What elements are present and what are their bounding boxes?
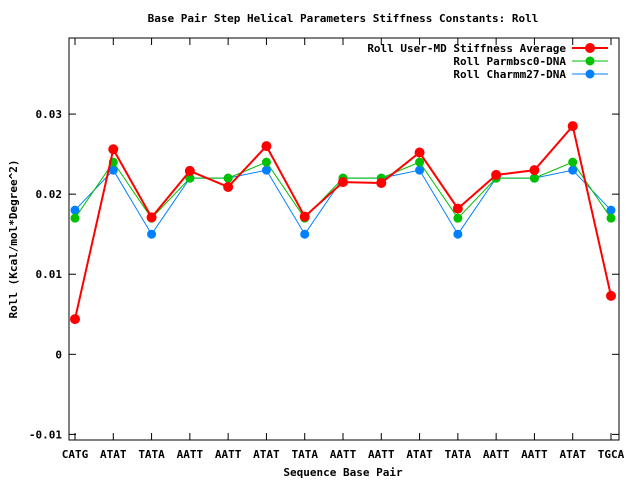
y-tick-label: 0: [55, 348, 62, 361]
data-point: [529, 173, 539, 183]
data-point: [70, 314, 80, 325]
data-point: [299, 211, 310, 222]
chart-title: Base Pair Step Helical Parameters Stiffn…: [148, 12, 539, 25]
data-point: [184, 165, 195, 176]
data-point: [568, 165, 578, 175]
x-tick-label: TATA: [291, 448, 318, 461]
data-point: [70, 205, 80, 215]
x-tick-label: AATT: [521, 448, 548, 461]
data-point: [261, 157, 271, 167]
x-tick-label: TATA: [445, 448, 472, 461]
data-point: [529, 165, 540, 176]
y-tick-label: 0.02: [36, 188, 63, 201]
data-point: [567, 121, 578, 132]
series-line: [74, 123, 612, 320]
legend-label: Roll Parmbsc0-DNA: [453, 55, 566, 68]
x-tick-label: CATG: [62, 448, 89, 461]
data-point: [606, 205, 616, 215]
data-point: [108, 165, 118, 175]
data-point: [414, 147, 425, 158]
data-point: [606, 213, 616, 223]
y-tick-label: 0.01: [36, 268, 63, 281]
x-tick-label: AATT: [177, 448, 204, 461]
legend-label: Roll Charmm27-DNA: [453, 68, 566, 81]
data-point: [606, 290, 616, 301]
x-axis-label: Sequence Base Pair: [283, 466, 403, 479]
x-tick-label: TATA: [138, 448, 165, 461]
x-tick-label: ATAT: [100, 448, 127, 461]
x-tick-label: AATT: [368, 448, 395, 461]
legend-swatch-marker: [585, 69, 595, 79]
data-point: [70, 213, 80, 223]
data-point: [415, 157, 425, 167]
data-point: [261, 165, 271, 175]
data-point: [376, 177, 387, 188]
y-axis-label: Roll (Kcal/mol*Degree^2): [7, 160, 20, 319]
data-point: [568, 157, 578, 167]
x-tick-label: AATT: [483, 448, 510, 461]
data-point: [453, 213, 463, 223]
data-point: [453, 229, 463, 239]
data-point: [415, 165, 425, 175]
y-tick-label: -0.01: [29, 428, 62, 441]
data-point: [338, 177, 348, 188]
data-point: [261, 141, 272, 152]
data-point: [223, 173, 233, 183]
data-point: [300, 229, 310, 239]
x-tick-label: AATT: [330, 448, 357, 461]
data-point: [452, 203, 463, 214]
x-tick-label: ATAT: [253, 448, 280, 461]
data-point: [491, 169, 502, 180]
data-point: [147, 229, 157, 239]
data-point: [223, 181, 234, 192]
data-point: [185, 173, 195, 183]
data-point: [108, 144, 119, 155]
x-tick-label: ATAT: [559, 448, 586, 461]
data-point: [146, 212, 157, 223]
legend-label: Roll User-MD Stiffness Average: [367, 42, 566, 55]
x-tick-label: TGCA: [598, 448, 625, 461]
series-1: [70, 121, 616, 325]
legend-swatch-marker: [585, 43, 595, 53]
legend-swatch-marker: [585, 56, 595, 66]
series-layer: [70, 121, 616, 325]
plot-frame: [68, 37, 620, 441]
x-tick-label: AATT: [215, 448, 242, 461]
y-tick-label: 0.03: [36, 108, 63, 121]
axes: -0.01 0 0.01 0.02 0.03 CATG ATAT TATA AATT AATT AT…: [29, 38, 625, 461]
x-tick-label: ATAT: [406, 448, 433, 461]
